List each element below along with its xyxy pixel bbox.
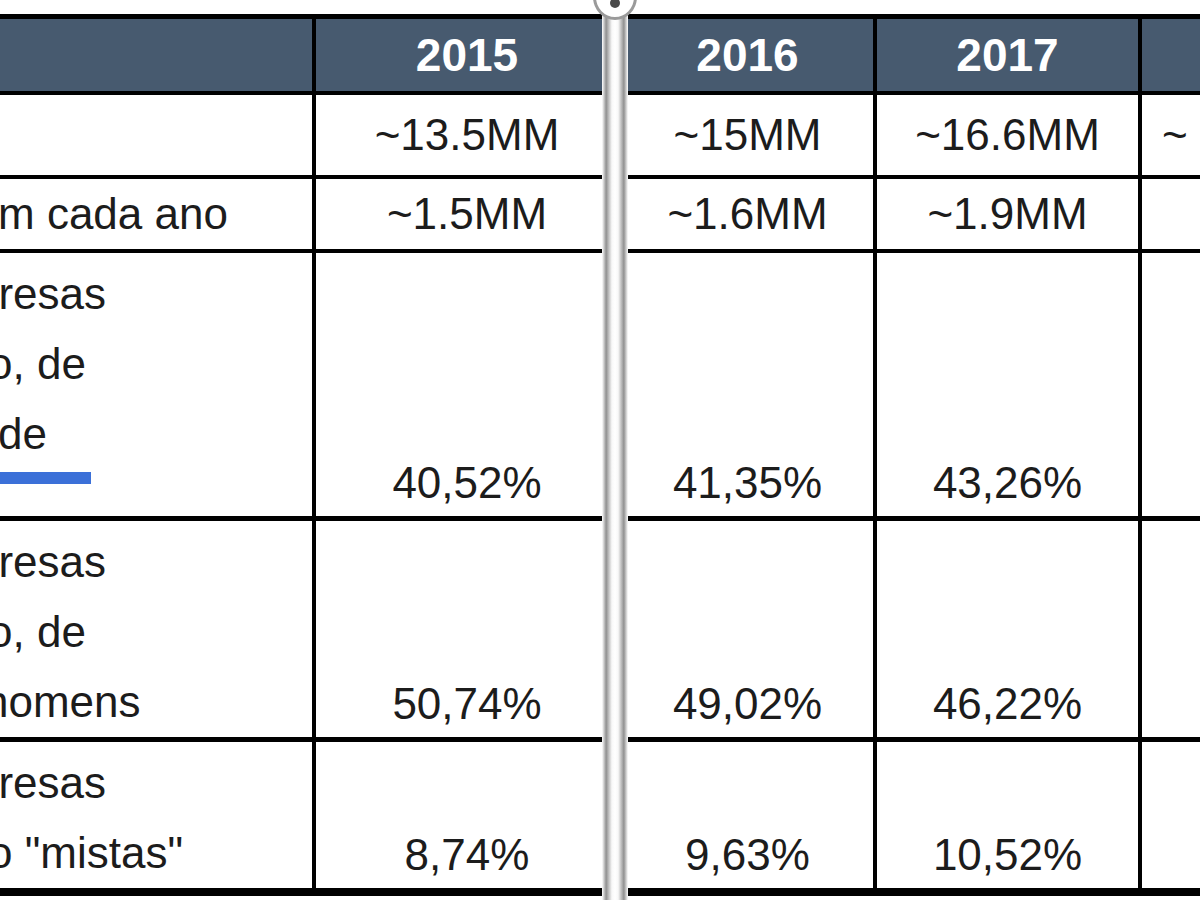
label-fragment: presas [0, 259, 312, 329]
cell-extra [1140, 177, 1200, 251]
header-cell-2017: 2017 [875, 17, 1140, 93]
cell-2016: 41,35% [620, 251, 875, 519]
cell-extra [1140, 251, 1200, 519]
cell-2017: 43,26% [875, 251, 1140, 519]
header-cell-2015: 2015 [314, 17, 620, 93]
cell-extra [1140, 740, 1200, 893]
label-fragment: o "mistas" [0, 818, 312, 888]
cell-2017: 46,22% [875, 519, 1140, 740]
table-row: presas o "mistas" 8,74% 9,63% 10,52% [0, 740, 1200, 893]
cell-extra: ~ [1140, 93, 1200, 177]
row-label-cell [0, 93, 314, 177]
cell-2017: ~1.9MM [875, 177, 1140, 251]
split-divider-line[interactable] [602, 0, 628, 900]
header-cell-extra [1140, 17, 1200, 93]
label-fragment: o, de [0, 597, 312, 667]
table-header-row: 2015 2016 2017 [0, 17, 1200, 93]
cell-2015: 50,74% [314, 519, 620, 740]
label-fragment: presas [0, 527, 312, 597]
label-fragment: m cada ano [0, 179, 312, 249]
cell-2015: 8,74% [314, 740, 620, 893]
partial-value: ~ [1142, 110, 1200, 160]
cell-2016: ~1.6MM [620, 177, 875, 251]
underlined-text[interactable]: de [0, 406, 91, 476]
table-row: presas o, de de 40,52% 41,35% 43,26% [0, 251, 1200, 519]
cell-2015: 40,52% [314, 251, 620, 519]
header-cell-2016: 2016 [620, 17, 875, 93]
label-fragment: de [0, 399, 312, 476]
table-row: m cada ano ~1.5MM ~1.6MM ~1.9MM [0, 177, 1200, 251]
cell-2016: ~15MM [620, 93, 875, 177]
row-label-cell: presas o "mistas" [0, 740, 314, 893]
label-fragment: presas [0, 748, 312, 818]
table-row: ~13.5MM ~15MM ~16.6MM ~ [0, 93, 1200, 177]
label-fragment: homens [0, 667, 312, 737]
cell-2017: ~16.6MM [875, 93, 1140, 177]
screenshot-canvas: 2015 2016 2017 ~13.5MM ~15MM ~16.6MM ~ m… [0, 0, 1200, 900]
header-cell-label [0, 17, 314, 93]
cell-2015: ~1.5MM [314, 177, 620, 251]
row-label-cell: presas o, de de [0, 251, 314, 519]
data-table: 2015 2016 2017 ~13.5MM ~15MM ~16.6MM ~ m… [0, 14, 1200, 896]
row-label-cell: presas o, de homens [0, 519, 314, 740]
cell-2016: 9,63% [620, 740, 875, 893]
cell-2017: 10,52% [875, 740, 1140, 893]
table-row: presas o, de homens 50,74% 49,02% 46,22% [0, 519, 1200, 740]
cell-2016: 49,02% [620, 519, 875, 740]
label-fragment: o, de [0, 329, 312, 399]
cell-extra [1140, 519, 1200, 740]
cell-2015: ~13.5MM [314, 93, 620, 177]
row-label-cell: m cada ano [0, 177, 314, 251]
